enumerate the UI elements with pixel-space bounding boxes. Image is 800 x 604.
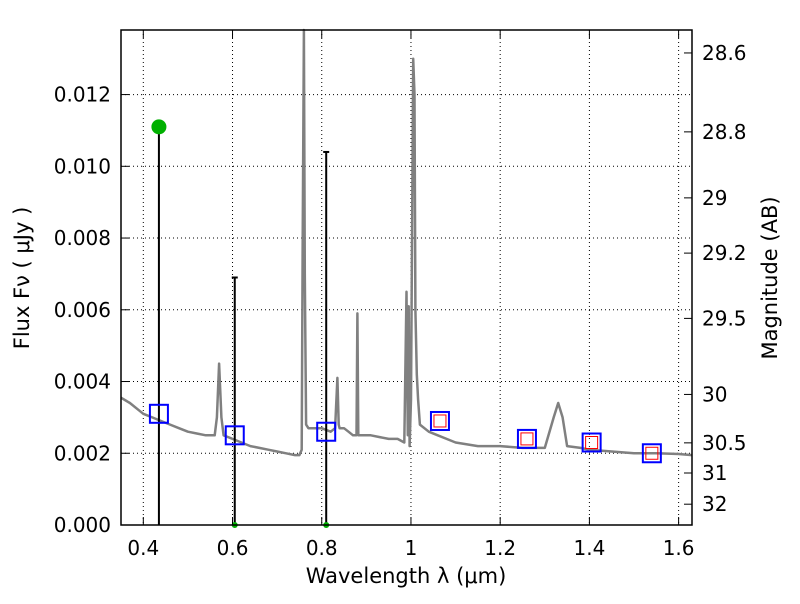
grid — [121, 30, 692, 526]
y-tick-label: 0.010 — [54, 154, 111, 178]
model-photometry-square — [316, 421, 337, 442]
x-tick-label: 1.2 — [484, 536, 516, 560]
x-tick-label: 1.4 — [573, 536, 605, 560]
y-tick-label: 0.000 — [54, 513, 111, 537]
y2-tick-label: 30.5 — [702, 431, 747, 455]
x-tick-label: 0.6 — [217, 536, 249, 560]
y2-tick-label: 29.2 — [702, 241, 747, 265]
observed-square — [433, 414, 447, 428]
x-tick-label: 1.6 — [663, 536, 695, 560]
y2-tick-label: 29.5 — [702, 306, 747, 330]
y2-tick-label: 32 — [702, 492, 727, 516]
y2-tick-label: 30 — [702, 382, 727, 406]
y-axis-title: Flux Fν ( μJy ) — [10, 207, 34, 350]
tick-labels: 0.4 0.6 0.8 1 1.2 1.4 1.6 0.000 0.002 0.004 0.006 0… — [54, 41, 747, 560]
observed-point — [151, 119, 167, 135]
y2-tick-label: 31 — [702, 461, 727, 485]
x-tick-label: 1 — [405, 536, 418, 560]
marker-layer — [148, 119, 662, 528]
spectrum-line — [120, 28, 693, 457]
observed-square — [645, 446, 659, 460]
y2-tick-label: 28.6 — [702, 41, 747, 65]
observed-square — [520, 432, 534, 446]
model-photometry-square — [641, 443, 662, 464]
observed-square — [585, 436, 599, 449]
model-photometry-square — [516, 428, 537, 449]
model-photometry-square — [581, 432, 602, 453]
y2-axis-title: Magnitude (AB) — [758, 196, 782, 359]
y-tick-label: 0.002 — [54, 441, 111, 465]
model-photometry-square — [224, 425, 245, 446]
y-tick-label: 0.008 — [54, 226, 111, 250]
plot-frame — [120, 29, 693, 526]
y-tick-label: 0.006 — [54, 298, 111, 322]
y2-tick-label: 28.8 — [702, 120, 747, 144]
y2-tick-label: 29 — [702, 186, 727, 210]
y-tick-label: 0.004 — [54, 370, 111, 394]
y-tick-label: 0.012 — [54, 83, 111, 107]
model-photometry-square — [429, 410, 450, 431]
axes — [120, 29, 693, 526]
series-layer — [120, 28, 693, 457]
model-photometry-square — [148, 403, 169, 424]
x-tick-label: 0.4 — [127, 536, 159, 560]
x-axis-title: Wavelength λ (μm) — [306, 564, 507, 588]
x-tick-label: 0.8 — [306, 536, 338, 560]
